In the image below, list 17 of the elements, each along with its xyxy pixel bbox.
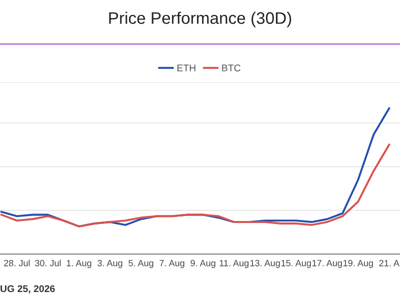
x-tick-label: 13. Aug [250, 260, 280, 268]
x-tick-label: 1. Aug [66, 260, 92, 268]
x-tick-label: 5. Aug [128, 260, 154, 268]
x-tick-label: 30. Jul [35, 260, 61, 266]
x-tick-label: 9. Aug [190, 260, 216, 268]
x-tick-label: 15. Aug [281, 260, 311, 268]
chart-title: Price Performance (30D) [109, 12, 292, 28]
x-tick-label: 17. Aug [312, 260, 342, 268]
legend-label: ETH [177, 64, 196, 72]
x-tick-label: 7. Aug [160, 260, 184, 268]
x-tick-label: 3. Aug [98, 260, 122, 268]
text: UG 25, 2026 [0, 285, 55, 294]
legend-label: BTC [222, 64, 240, 72]
x-tick-label: 19. Aug [344, 260, 373, 268]
x-tick-label: 11. Aug [220, 260, 248, 268]
x-tick-label: 28. Jul [4, 260, 30, 266]
x-tick-label: 21. A [379, 260, 400, 266]
